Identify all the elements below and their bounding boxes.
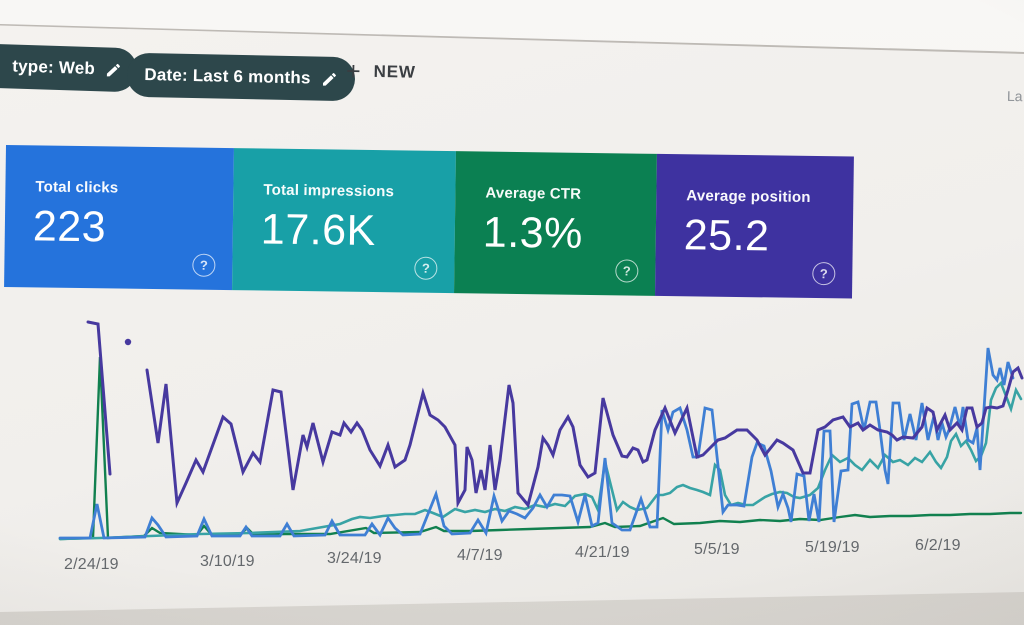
x-axis-tick-label: 4/7/19 [457, 547, 503, 564]
search-type-filter-label: type: Web [12, 56, 96, 79]
metric-cards-row: Total clicks 223 ? Total impressions 17.… [4, 145, 854, 299]
x-axis-tick-label: 3/24/19 [327, 550, 382, 567]
search-type-filter-chip[interactable]: type: Web [0, 41, 138, 93]
metric-card-value: 25.2 [683, 211, 770, 261]
metric-card-ctr[interactable]: Average CTR 1.3% ? [454, 151, 657, 296]
metric-card-clicks[interactable]: Total clicks 223 ? [4, 145, 234, 291]
x-axis-tick-label: 5/19/19 [805, 539, 860, 556]
x-axis-tick-label: 2/24/19 [64, 556, 119, 573]
pencil-icon[interactable] [320, 70, 337, 87]
metric-card-value: 223 [32, 202, 107, 252]
metric-card-title: Total clicks [35, 178, 119, 197]
series-line-clicks [58, 347, 1015, 540]
new-filter-label: NEW [373, 61, 416, 82]
metric-card-title: Total impressions [263, 181, 395, 201]
help-icon[interactable]: ? [812, 261, 836, 286]
help-icon[interactable]: ? [192, 253, 216, 277]
pencil-icon[interactable] [105, 61, 123, 79]
x-axis-tick-label: 4/21/19 [575, 544, 630, 561]
x-axis-tick-label: 6/2/19 [915, 537, 961, 554]
last-updated-partial-text: La [1006, 87, 1023, 105]
metric-card-value: 1.3% [482, 208, 584, 258]
new-filter-button[interactable]: + NEW [345, 57, 416, 86]
series-line-ctr [58, 356, 1023, 541]
metric-card-value: 17.6K [260, 205, 377, 256]
date-filter-label: Date: Last 6 months [144, 64, 311, 88]
help-icon[interactable]: ? [615, 259, 639, 283]
series-point-position [124, 338, 132, 346]
metric-card-position[interactable]: Average position 25.2 ? [655, 153, 854, 299]
x-axis-tick-label: 3/10/19 [200, 553, 255, 570]
series-line-position [145, 365, 1024, 509]
metric-card-title: Average CTR [485, 184, 582, 203]
metric-card-title: Average position [686, 187, 811, 206]
help-icon[interactable]: ? [414, 256, 438, 280]
metric-card-impressions[interactable]: Total impressions 17.6K ? [232, 148, 456, 294]
plus-icon: + [345, 57, 361, 86]
x-axis-tick-label: 5/5/19 [694, 541, 740, 558]
series-line-position [86, 320, 112, 476]
date-filter-chip[interactable]: Date: Last 6 months [126, 52, 356, 102]
